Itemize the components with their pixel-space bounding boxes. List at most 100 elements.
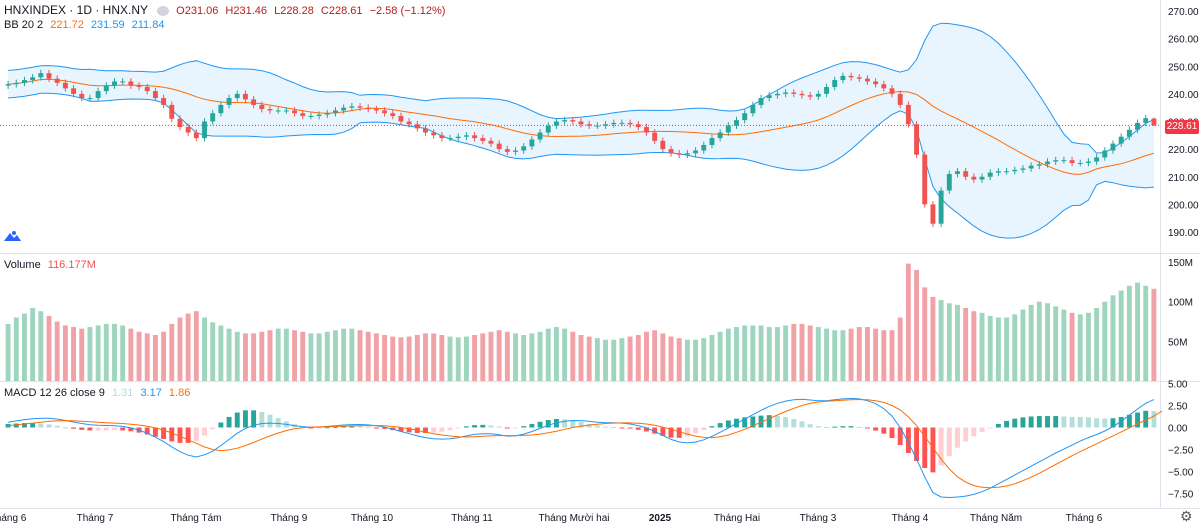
macd-histogram-bar (766, 415, 772, 428)
macd-histogram-bar (1085, 417, 1091, 428)
candle (382, 107, 388, 117)
candle (545, 122, 551, 136)
volume-bar (1012, 314, 1018, 381)
candle (177, 115, 183, 131)
candle (333, 107, 338, 117)
macd-histogram-bar (504, 427, 510, 429)
macd-histogram-bar (824, 426, 829, 428)
macd-histogram-bar (382, 427, 388, 429)
candle-body (930, 204, 936, 224)
macd-histogram-bar (439, 427, 445, 432)
volume-bar (963, 308, 969, 381)
volume-bar (799, 323, 805, 381)
candle-body (905, 104, 911, 125)
volume-bar (267, 330, 273, 381)
candle (431, 129, 437, 139)
volume-bar (660, 333, 666, 381)
macd-histogram-bar (128, 427, 134, 432)
candle (1094, 154, 1100, 165)
candle-body (218, 104, 224, 114)
volume-bar (725, 328, 731, 381)
candle (586, 120, 592, 129)
candle-body (447, 138, 453, 140)
volume-bar (202, 317, 207, 381)
volume-bar (480, 333, 486, 381)
candle-body (603, 124, 609, 126)
volume-legend[interactable]: Volume 116.177M (4, 259, 100, 271)
macd-histogram-bar (717, 423, 723, 428)
candle (791, 89, 797, 98)
visibility-eye-icon[interactable] (157, 6, 170, 17)
candle (955, 167, 960, 178)
volume-bar (881, 330, 887, 381)
macd-histogram-bar (905, 427, 911, 454)
volume-bar (455, 337, 461, 381)
macd-histogram-bar (22, 423, 27, 428)
macd-histogram-bar (619, 427, 625, 429)
candle (701, 141, 707, 154)
time-tick-label: Tháng 9 (271, 513, 308, 524)
candle (1135, 119, 1140, 134)
candle-body (864, 78, 870, 82)
ohlc-high: H231.46 (225, 5, 268, 17)
volume-bar (95, 325, 101, 381)
symbol-title[interactable]: HNXINDEX · 1D · HNX.NY (4, 3, 149, 17)
volume-bar (521, 334, 527, 381)
candle (95, 87, 101, 102)
candle (472, 131, 478, 142)
volume-bar (488, 331, 494, 381)
volume-bar (226, 328, 232, 381)
macd-line (8, 397, 1155, 499)
macd-histogram-bar (472, 425, 478, 428)
candle (1085, 158, 1091, 167)
macd-legend[interactable]: MACD 12 26 close 9 1.31 3.17 1.86 (4, 387, 194, 399)
candle (1143, 114, 1149, 127)
candle-body (774, 93, 780, 96)
candle (1102, 147, 1108, 161)
macd-histogram-bar (1151, 411, 1157, 428)
macd-histogram-bar (30, 423, 36, 428)
candle-body (987, 172, 993, 177)
candle (161, 94, 167, 109)
candle (38, 69, 44, 81)
tradingview-logo-icon[interactable] (2, 229, 22, 245)
candle-body (652, 132, 658, 141)
candle-body (128, 81, 134, 86)
bb-legend[interactable]: BB 20 2 221.72 231.59 211.84 (4, 19, 168, 31)
volume-bar (398, 337, 404, 381)
candle-body (750, 104, 756, 114)
candle (1061, 156, 1067, 164)
candle (455, 133, 461, 142)
volume-bar (864, 327, 870, 381)
volume-bar (22, 313, 27, 381)
volume-bar (341, 328, 347, 381)
candle-body (136, 85, 142, 87)
candle (684, 149, 690, 158)
candle (521, 143, 527, 154)
macd-histogram-bar (897, 427, 903, 446)
candle-body (455, 136, 461, 139)
candle (734, 116, 739, 129)
volume-bar (382, 334, 388, 381)
candle (930, 201, 936, 228)
volume-bar (758, 325, 764, 381)
volume-bar (693, 339, 699, 381)
volume-bar (873, 328, 879, 381)
macd-histogram-bar (684, 427, 690, 437)
settings-gear-icon[interactable]: ⚙ (1180, 508, 1193, 524)
macd-histogram-bar (971, 427, 977, 437)
candle-body (267, 109, 273, 111)
candle (725, 122, 731, 136)
time-tick-label: Tháng 4 (892, 513, 929, 524)
candle (1110, 140, 1116, 154)
volume-bar (373, 333, 379, 381)
macd-signal-value: 1.86 (168, 387, 191, 399)
volume-bar (1151, 288, 1157, 381)
macd-histogram-bar (881, 427, 887, 434)
time-tick-label: Tháng 6 (1066, 513, 1103, 524)
bb-lower-value: 211.84 (131, 19, 165, 31)
candle-body (431, 132, 437, 136)
candle-body (79, 93, 85, 99)
